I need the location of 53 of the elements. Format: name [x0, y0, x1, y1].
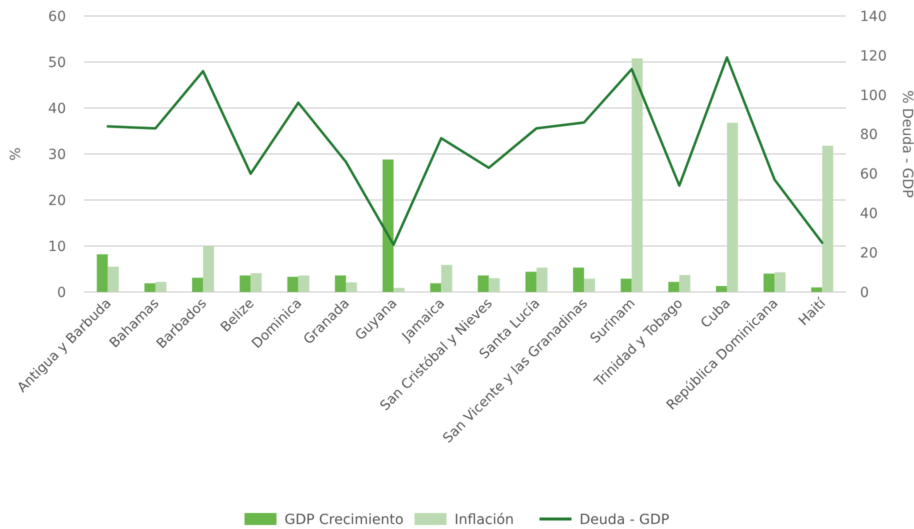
bar [203, 246, 214, 292]
y2-tick-label: 40 [860, 206, 878, 222]
bar [726, 122, 738, 292]
y-tick-label: 50 [48, 54, 66, 71]
bar [155, 282, 166, 292]
y-tick-label: 30 [48, 146, 66, 163]
bar [382, 160, 394, 292]
bar [441, 264, 452, 292]
bar [334, 275, 346, 292]
bar [240, 275, 251, 292]
y2-tick-label: 120 [860, 48, 887, 64]
y2-tick-label: 80 [860, 127, 878, 144]
bar [430, 283, 442, 292]
bar [679, 274, 690, 292]
y-axis-title: % [8, 147, 24, 161]
y2-tick-label: 0 [860, 284, 869, 301]
bar [394, 288, 405, 292]
bar [822, 146, 834, 292]
bar [96, 254, 108, 292]
bar [108, 266, 119, 292]
bar [536, 268, 548, 292]
line-series [106, 56, 824, 246]
y-tick-label: 0 [57, 284, 66, 301]
bar [584, 278, 596, 292]
bar [488, 278, 500, 292]
y-tick-label: 60 [48, 8, 66, 25]
y2-tick-label: 100 [860, 88, 887, 104]
y2-tick-label: 20 [860, 245, 878, 262]
bar [298, 275, 310, 292]
bar [346, 282, 357, 292]
bar [144, 283, 156, 292]
bar [632, 58, 643, 292]
bar [478, 275, 489, 292]
bar [774, 272, 786, 292]
bar [525, 272, 536, 292]
bar [811, 287, 822, 292]
y-tick-label: 40 [48, 100, 66, 117]
legend-label: Inflación [454, 512, 514, 528]
bar [250, 273, 262, 292]
y-tick-label: 10 [48, 238, 66, 255]
legend-label: Deuda - GDP [580, 512, 670, 528]
bar [620, 278, 632, 292]
bar [192, 278, 204, 292]
y2-axis-title: % Deuda - GDP [899, 90, 914, 198]
y-tick-label: 20 [48, 192, 66, 209]
bar [716, 286, 727, 292]
y2-tick-label: 140 [860, 8, 887, 25]
bar [573, 268, 584, 292]
legend-label: GDP Crecimiento [284, 512, 404, 528]
bar [668, 282, 680, 292]
bar [287, 276, 298, 292]
bar [764, 274, 775, 292]
y2-tick-label: 60 [860, 166, 878, 183]
